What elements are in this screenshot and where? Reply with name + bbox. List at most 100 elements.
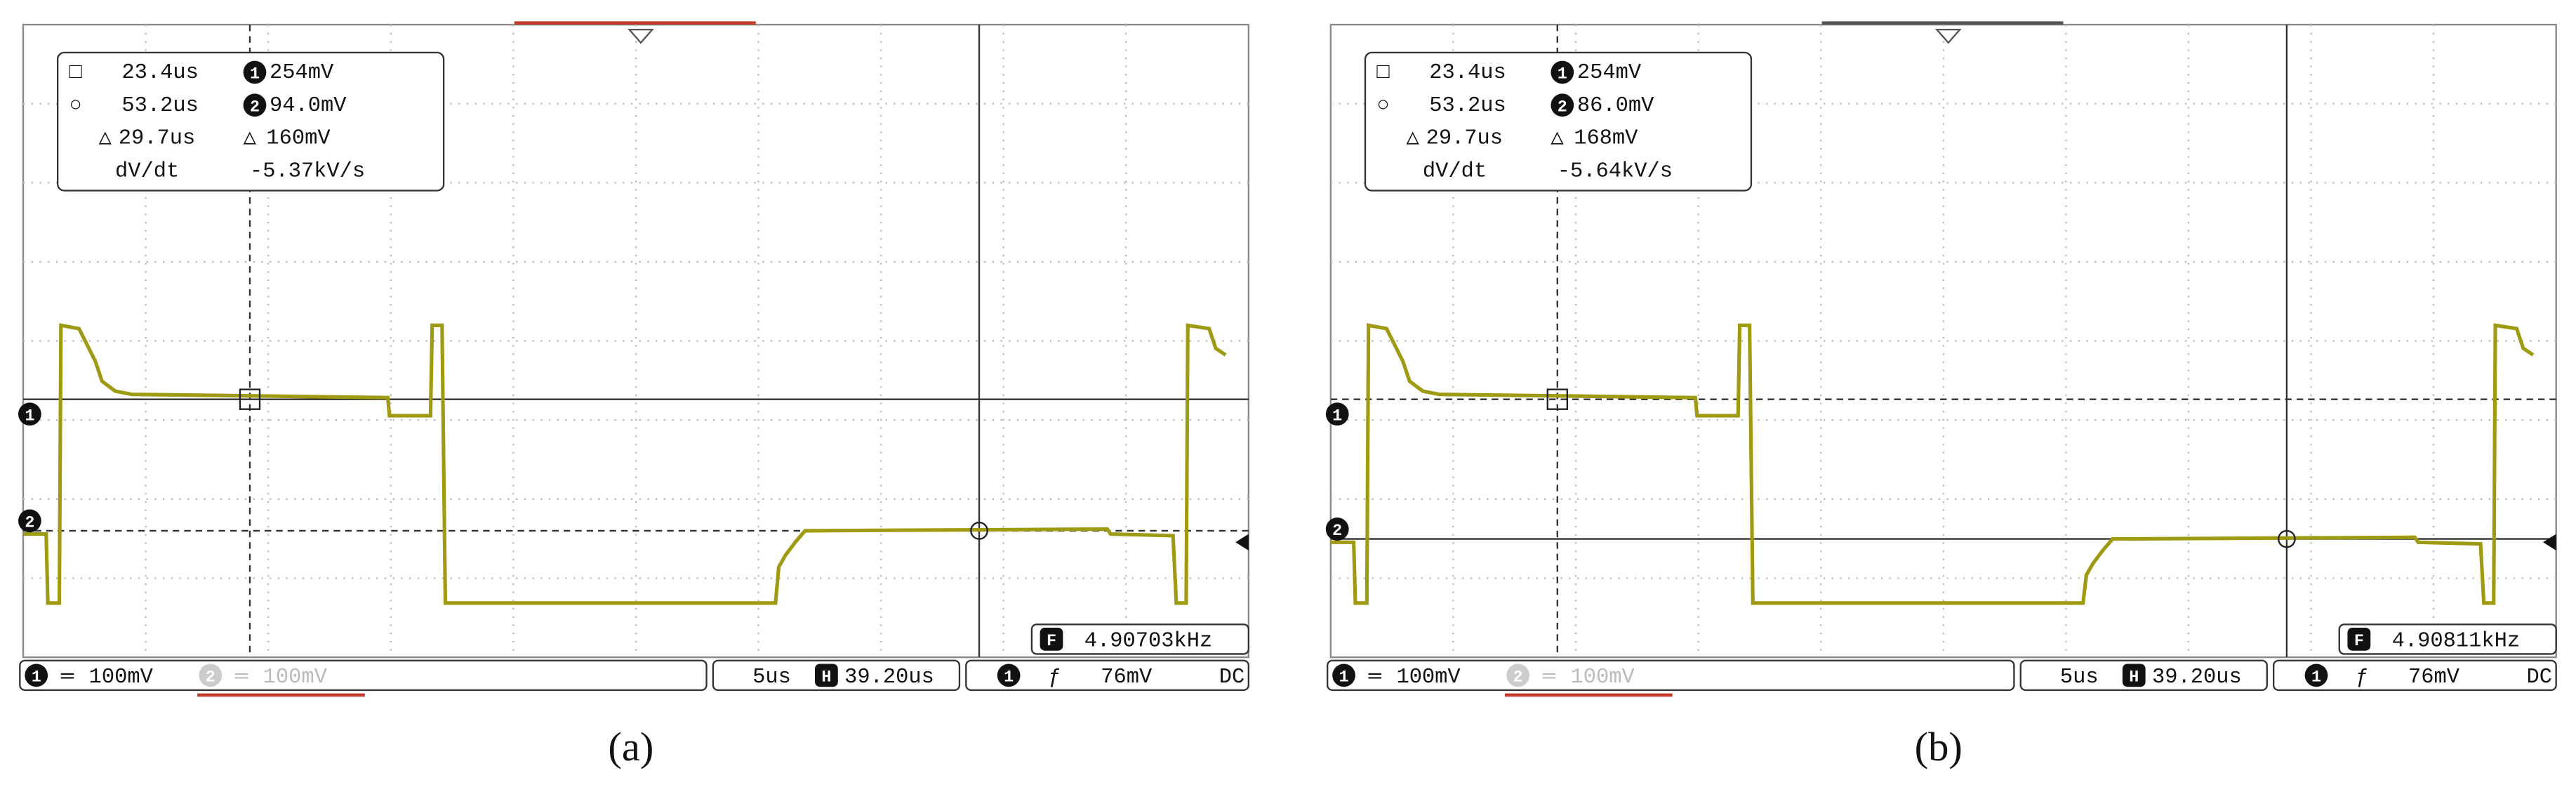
- readout-dvdt: -5.64kV/s: [1558, 159, 1673, 183]
- icon: [1551, 93, 1574, 117]
- trigger-slope: ƒ: [2356, 666, 2368, 689]
- icon-label: 1: [1339, 668, 1349, 687]
- icon: [18, 402, 41, 426]
- trigger-pointer: [1934, 28, 1962, 44]
- icon-label: F: [2354, 633, 2364, 651]
- readout-symbol: ○: [69, 94, 82, 118]
- cursor-1-mark: [1546, 388, 1569, 410]
- cursor-1-mark: [239, 388, 261, 410]
- caption: (b): [1915, 724, 1963, 770]
- icon: [2304, 664, 2328, 687]
- trigger-coupling: DC: [1219, 666, 1244, 689]
- readout-time: 29.7us: [119, 127, 195, 151]
- readout-volt: 254mV: [1577, 61, 1642, 85]
- icon-label: 2: [25, 514, 34, 532]
- waveform: [1330, 323, 2535, 605]
- frequency-box: [1030, 623, 1250, 655]
- coupling-symbol: ═: [1542, 666, 1556, 689]
- frequency: 4.90703kHz: [1084, 630, 1212, 654]
- readout-symbol: ○: [1376, 94, 1389, 118]
- icon-label: 2: [1558, 98, 1567, 117]
- scope-panel: 1 2 □ 23.4us 1 254mV ○ 53.2us 2 94.0mV △ 29.7us △ 160…: [18, 21, 1250, 770]
- trigger-coupling: DC: [2527, 666, 2553, 689]
- icon: [997, 664, 1021, 687]
- icon-label: 1: [32, 668, 41, 687]
- readout-symbol: △: [99, 127, 112, 151]
- icon-label: 2: [206, 668, 215, 687]
- coupling-symbol: ═: [1368, 666, 1382, 689]
- icon-label: 2: [250, 98, 260, 117]
- trigger-level: 76mV: [1101, 666, 1153, 689]
- h-position: 39.20us: [2152, 666, 2242, 689]
- icon: [2122, 664, 2146, 687]
- timebase: 5us: [752, 666, 791, 689]
- readout-symbol: □: [1376, 61, 1390, 85]
- icon-label: 1: [1004, 668, 1014, 687]
- icon: [243, 60, 267, 84]
- icon: [815, 664, 838, 687]
- readout-box: [56, 51, 445, 192]
- icon-label: 1: [2311, 668, 2321, 687]
- readout-volt: 254mV: [270, 61, 334, 85]
- readout-volt: 86.0mV: [1577, 94, 1654, 118]
- readout-time: 53.2us: [121, 94, 198, 118]
- icon: [2347, 627, 2371, 651]
- ch2-scale: 100mV: [263, 666, 328, 689]
- readout-dvdt: -5.37kV/s: [250, 159, 365, 183]
- icon-label: 2: [1332, 522, 1342, 541]
- readout-label: dV/dt: [1423, 159, 1487, 183]
- status-box: [19, 659, 708, 692]
- icon: [199, 664, 223, 687]
- icon: [1325, 402, 1349, 426]
- readout-box: [1364, 51, 1753, 192]
- status-box: [1326, 659, 2015, 692]
- timebase: 5us: [2060, 666, 2099, 689]
- coupling-symbol: ═: [60, 666, 74, 689]
- frequency: 4.90811kHz: [2392, 630, 2520, 654]
- icon: [1506, 664, 1530, 687]
- readout-time: 29.7us: [1426, 127, 1503, 151]
- icon: [1040, 627, 1063, 651]
- readout-symbol: △: [1406, 127, 1419, 151]
- trigger-level-pointer: [2542, 534, 2556, 550]
- cursor-2-mark: [2278, 529, 2296, 548]
- coupling-symbol: ═: [234, 666, 248, 689]
- icon-label: H: [2129, 668, 2139, 687]
- readout-time: 23.4us: [1429, 61, 1506, 85]
- trigger-level: 76mV: [2408, 666, 2460, 689]
- readout-time: 53.2us: [1429, 94, 1506, 118]
- waveform: [23, 323, 1227, 605]
- ch1-scale: 100mV: [89, 666, 154, 689]
- icon: [1551, 60, 1574, 84]
- caption: (a): [608, 724, 653, 770]
- icon-label: 1: [25, 407, 34, 425]
- trigger-pointer: [627, 28, 654, 44]
- ch2-scale: 100mV: [1571, 666, 1635, 689]
- readout-symbol: △: [1551, 127, 1564, 151]
- trigger-box: [2272, 659, 2557, 692]
- icon: [1325, 517, 1349, 541]
- cursor-2-mark: [970, 522, 988, 540]
- trigger-level-pointer: [1235, 534, 1249, 550]
- icon-label: 1: [250, 65, 260, 84]
- icon-label: H: [821, 668, 831, 687]
- readout-volt: 168mV: [1574, 127, 1638, 151]
- trigger-slope: ƒ: [1048, 666, 1061, 689]
- icon: [18, 509, 41, 533]
- readout-symbol: □: [69, 61, 83, 85]
- readout-volt: 160mV: [266, 127, 331, 151]
- icon: [25, 664, 48, 687]
- readout-symbol: △: [244, 127, 257, 151]
- icon-label: 1: [1558, 65, 1567, 84]
- icon: [243, 93, 267, 117]
- icon-label: F: [1047, 633, 1056, 651]
- frequency-box: [2338, 623, 2557, 655]
- ch1-scale: 100mV: [1396, 666, 1461, 689]
- icon-label: 2: [1513, 668, 1523, 687]
- readout-time: 23.4us: [121, 61, 198, 85]
- icon-label: 1: [1332, 407, 1342, 425]
- readout-label: dV/dt: [115, 159, 179, 183]
- trigger-box: [965, 659, 1250, 692]
- h-position: 39.20us: [844, 666, 934, 689]
